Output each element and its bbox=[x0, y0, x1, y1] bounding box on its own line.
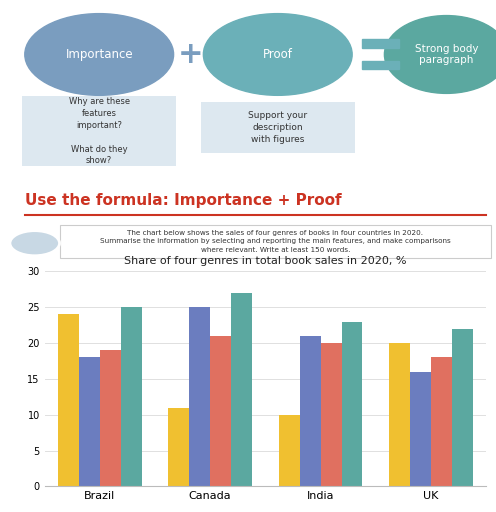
Bar bbox=[168, 408, 189, 486]
Bar bbox=[231, 293, 252, 486]
Bar bbox=[452, 329, 473, 486]
Bar bbox=[210, 336, 231, 486]
Text: Importance: Importance bbox=[65, 48, 133, 61]
Ellipse shape bbox=[384, 15, 496, 93]
Bar bbox=[121, 307, 142, 486]
Bar bbox=[342, 322, 363, 486]
FancyBboxPatch shape bbox=[362, 61, 399, 70]
Text: +: + bbox=[178, 40, 204, 69]
Text: Strong body
paragraph: Strong body paragraph bbox=[415, 44, 478, 65]
Text: Proof: Proof bbox=[263, 48, 293, 61]
Bar bbox=[189, 307, 210, 486]
Bar bbox=[100, 350, 121, 486]
Bar bbox=[79, 357, 100, 486]
Bar bbox=[279, 415, 300, 486]
Bar bbox=[300, 336, 320, 486]
Ellipse shape bbox=[25, 14, 174, 95]
Bar bbox=[431, 357, 452, 486]
Ellipse shape bbox=[203, 14, 352, 95]
Text: The chart below shows the sales of four genres of books in four countries in 202: The chart below shows the sales of four … bbox=[100, 229, 451, 252]
FancyBboxPatch shape bbox=[362, 39, 399, 48]
Text: Why are these
features
important?

What do they
show?: Why are these features important? What d… bbox=[68, 97, 130, 165]
Bar bbox=[58, 314, 79, 486]
Title: Share of four genres in total book sales in 2020, %: Share of four genres in total book sales… bbox=[124, 257, 407, 266]
Bar bbox=[320, 343, 342, 486]
Bar bbox=[389, 343, 410, 486]
Bar bbox=[410, 372, 431, 486]
Text: Support your
description
with figures: Support your description with figures bbox=[248, 111, 308, 144]
Ellipse shape bbox=[10, 230, 60, 255]
FancyBboxPatch shape bbox=[60, 225, 491, 258]
FancyBboxPatch shape bbox=[201, 102, 355, 153]
Text: Use the formula: Importance + Proof: Use the formula: Importance + Proof bbox=[25, 193, 341, 208]
FancyBboxPatch shape bbox=[22, 96, 176, 166]
